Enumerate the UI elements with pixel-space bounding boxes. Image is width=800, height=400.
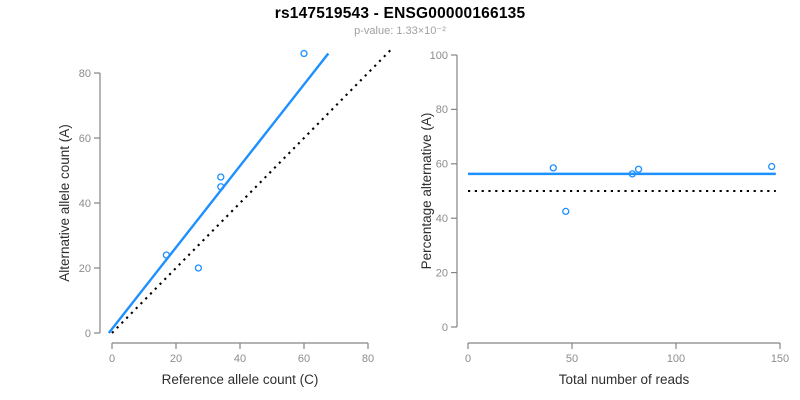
y-axis-title: Alternative allele count (A): [57, 124, 72, 282]
data-point: [549, 164, 557, 172]
y-axis-title: Percentage alternative (A): [419, 113, 434, 270]
data-point: [628, 170, 636, 178]
y-tick-label: 60: [79, 133, 91, 145]
data-point: [217, 173, 225, 181]
data-point: [300, 49, 308, 58]
x-tick-label: 150: [771, 353, 789, 365]
x-axis-title: Reference allele count (C): [162, 372, 319, 387]
page-title: rs147519543 - ENSG00000166135: [274, 5, 526, 22]
x-tick-label: 60: [298, 353, 310, 365]
y-tick-label: 40: [79, 198, 91, 210]
y-tick-label: 20: [436, 267, 448, 279]
data-point: [162, 251, 171, 259]
y-tick-label: 100: [430, 50, 448, 62]
data-point: [634, 165, 643, 173]
y-tick-label: 40: [436, 213, 448, 225]
x-tick-label: 20: [170, 353, 182, 365]
data-point: [562, 207, 570, 216]
right-plot: 0 20 40 60 80 100 0 50 100 150 Total number of rea…: [419, 50, 789, 387]
x-tick-label: 0: [465, 353, 471, 365]
y-tick-label: 80: [436, 104, 448, 116]
x-tick-label: 0: [109, 353, 115, 365]
regression-line: [107, 52, 330, 334]
x-tick-label: 40: [234, 353, 246, 365]
y-tick-label: 0: [85, 328, 91, 340]
x-tick-label: 50: [566, 353, 578, 365]
p-value-subtitle: p-value: 1.33×10⁻²: [354, 25, 446, 37]
y-tick-label: 80: [79, 68, 91, 80]
y-tick-label: 0: [442, 322, 448, 334]
y-tick-label: 20: [79, 263, 91, 275]
left-plot: 0 20 40 60 80 0 20 40 60 80 Reference allele count…: [57, 47, 393, 387]
data-point: [194, 264, 203, 272]
data-point: [217, 183, 225, 191]
x-axis-title: Total number of reads: [559, 372, 690, 387]
x-tick-label: 80: [362, 353, 374, 365]
x-tick-label: 100: [667, 353, 685, 365]
identity-line: [111, 47, 393, 334]
y-tick-label: 60: [436, 159, 448, 171]
data-point: [768, 162, 776, 171]
